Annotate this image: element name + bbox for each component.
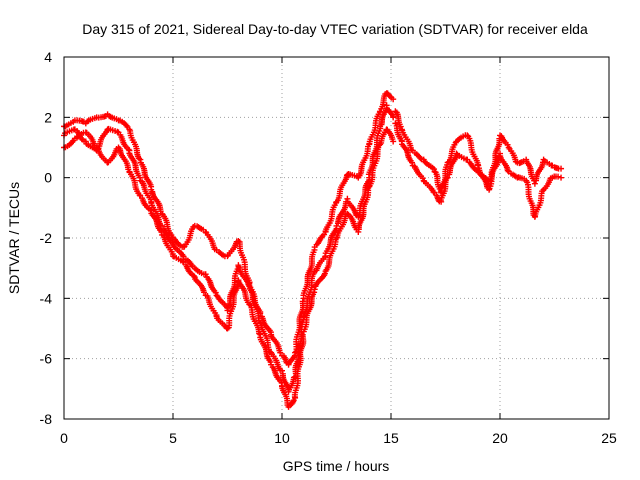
y-tick-label: 4 xyxy=(44,49,52,65)
x-tick-labels: 0 5 10 15 20 25 xyxy=(60,430,617,446)
data-point xyxy=(136,155,143,162)
y-tick-label: 0 xyxy=(44,170,52,186)
data-point xyxy=(504,167,511,174)
data-point xyxy=(279,367,285,374)
data-point xyxy=(125,146,132,153)
data-point xyxy=(257,319,264,326)
data-point xyxy=(417,155,424,162)
data-point xyxy=(202,271,209,278)
series-track-3 xyxy=(61,126,397,410)
data-point xyxy=(212,289,219,296)
plot-frame xyxy=(63,56,610,420)
x-tick-label: 15 xyxy=(383,430,399,446)
y-tick-label: -4 xyxy=(40,290,53,306)
data-point xyxy=(235,262,242,269)
data-point xyxy=(504,141,511,148)
data-point xyxy=(486,180,493,187)
y-tick-label: 2 xyxy=(44,109,52,125)
y-tick-label: -2 xyxy=(40,230,53,246)
x-tick-label: 5 xyxy=(169,430,177,446)
y-tick-labels: -8 -6 -4 -2 0 2 4 xyxy=(40,49,53,427)
data-marks xyxy=(61,90,565,410)
data-point xyxy=(390,138,397,145)
series-track-4 xyxy=(392,108,565,196)
series-track-5 xyxy=(392,120,565,220)
x-axis-label: GPS time / hours xyxy=(283,458,390,474)
data-point xyxy=(158,228,165,235)
data-point xyxy=(464,132,471,139)
data-point xyxy=(430,189,437,196)
x-tick-label: 10 xyxy=(274,430,290,446)
data-point xyxy=(558,165,565,172)
data-point xyxy=(558,174,565,181)
data-point xyxy=(256,330,263,337)
data-point xyxy=(224,325,231,332)
y-axis-label: SDTVAR / TECUs xyxy=(6,182,22,294)
x-tick-label: 0 xyxy=(60,430,68,446)
data-point xyxy=(390,96,397,103)
chart-title: Day 315 of 2021, Sidereal Day-to-day VTE… xyxy=(82,21,588,37)
data-point xyxy=(444,174,451,181)
data-point xyxy=(555,173,562,180)
y-tick-label: -6 xyxy=(40,351,53,367)
x-tick-label: 25 xyxy=(601,430,617,446)
data-point xyxy=(443,175,450,182)
data-point xyxy=(390,114,397,121)
data-point xyxy=(531,180,538,187)
data-point xyxy=(235,238,242,245)
data-point xyxy=(311,286,318,293)
data-point xyxy=(147,207,154,214)
y-tick-label: -8 xyxy=(40,411,53,427)
data-point xyxy=(409,159,416,166)
data-point xyxy=(299,331,306,338)
series-track-2 xyxy=(61,102,397,395)
x-tick-label: 20 xyxy=(492,430,508,446)
data-point xyxy=(201,289,208,296)
